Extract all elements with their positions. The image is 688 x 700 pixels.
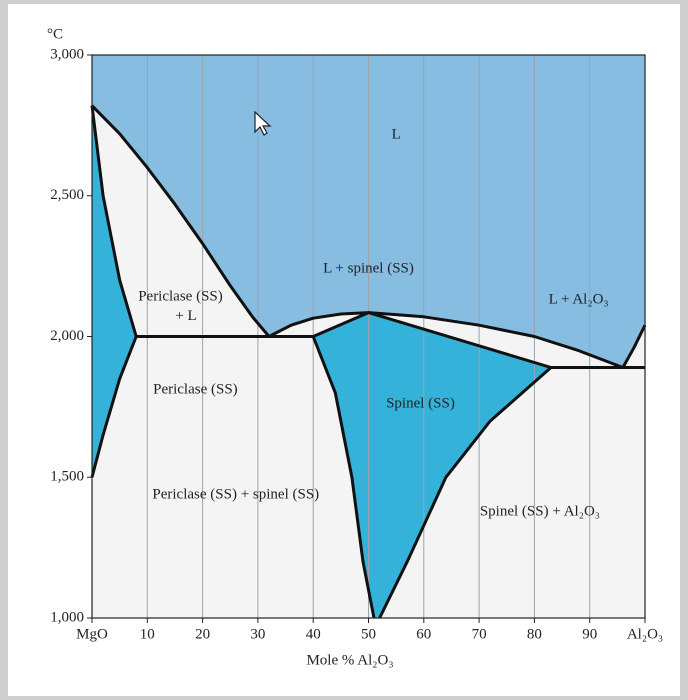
region-label: L + Al₂O₃ xyxy=(549,291,609,307)
region-label: Spinel (SS) + Al₂O₃ xyxy=(480,503,600,519)
cursor-icon xyxy=(254,110,272,136)
x-tick-label: 80 xyxy=(527,626,542,642)
region-label: L + spinel (SS) xyxy=(323,260,414,276)
phase-boundary xyxy=(90,104,271,338)
region-label: + L xyxy=(175,308,196,324)
region-label: Spinel (SS) xyxy=(386,395,455,411)
x-tick-label: 70 xyxy=(472,626,487,642)
region-label: Periclase (SS) + spinel (SS) xyxy=(152,486,319,502)
y-tick-label: 1,500 xyxy=(50,469,84,485)
y-tick-label: 3,000 xyxy=(50,46,84,62)
x-axis-label: Mole % Al₂O₃ xyxy=(306,652,393,668)
x-tick-label: 90 xyxy=(582,626,597,642)
x-tick-label: 60 xyxy=(416,626,431,642)
plot-frame xyxy=(91,54,646,619)
y-tick-label: 2,000 xyxy=(50,328,84,344)
y-tick-label: 2,500 xyxy=(50,187,84,203)
phase-boundary xyxy=(378,366,552,619)
region-label: Periclase (SS) xyxy=(138,289,223,305)
x-tick-label: Al₂O₃ xyxy=(627,626,663,642)
y-unit: °C xyxy=(47,26,63,42)
region-label: L xyxy=(392,126,401,142)
x-tick-label: 30 xyxy=(250,626,265,642)
x-tick-label: 40 xyxy=(306,626,321,642)
x-tick-label: 20 xyxy=(195,626,210,642)
x-tick-label: MgO xyxy=(76,626,108,642)
x-tick-label: 10 xyxy=(140,626,155,642)
phase-boundary xyxy=(90,105,138,337)
x-tick-label: 50 xyxy=(361,626,376,642)
phase-boundary xyxy=(621,324,647,369)
region-label: Periclase (SS) xyxy=(153,381,238,397)
y-tick-label: 1,000 xyxy=(50,609,84,625)
phase-region xyxy=(313,312,551,618)
phase-boundary xyxy=(311,335,376,619)
phase-boundary xyxy=(268,311,624,369)
phase-boundary xyxy=(90,335,138,478)
phase-boundary xyxy=(312,311,552,369)
